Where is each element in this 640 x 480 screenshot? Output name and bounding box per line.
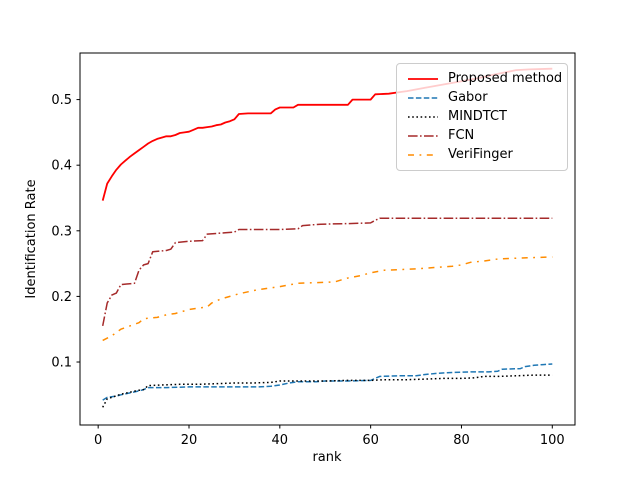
y-tick-label: 0.3: [51, 224, 72, 239]
x-tick-label: 80: [453, 433, 470, 448]
legend-line-sample-verifinger: [408, 153, 438, 156]
y-tick-label: 0.5: [51, 93, 72, 108]
legend: Proposed method Gabor MINDTCT FCN VeriFi…: [396, 63, 568, 171]
series-line-gabor: [102, 363, 553, 401]
y-tick-label: 0.1: [51, 356, 72, 371]
series-line-verifinger: [102, 256, 553, 342]
y-axis-ticks: 0.1 0.2 0.3 0.4 0.5: [51, 93, 80, 371]
legend-line-sample-fcn: [408, 135, 438, 137]
legend-label: Proposed method: [448, 71, 563, 87]
series-line-fcn: [101, 217, 553, 327]
plot-border: [79, 52, 576, 426]
legend-line-sample-gabor: [408, 97, 438, 99]
legend-label: MINDTCT: [448, 108, 507, 124]
legend-item-verifinger: VeriFinger: [406, 146, 559, 164]
legend-label: FCN: [448, 127, 475, 143]
x-axis-ticks: 0 20 40 60 80 100: [94, 425, 565, 448]
legend-item-fcn: FCN: [406, 127, 559, 145]
y-tick-label: 0.4: [51, 159, 72, 174]
legend-line-sample-proposed-method: [408, 78, 438, 81]
legend-label: Gabor: [448, 90, 488, 106]
y-axis-label: Identification Rate: [24, 179, 39, 298]
legend-item-mindtct: MINDTCT: [406, 108, 559, 126]
x-tick-label: 20: [181, 433, 198, 448]
x-tick-label: 60: [362, 433, 379, 448]
y-tick-label: 0.2: [51, 290, 72, 305]
x-tick-label: 40: [272, 433, 289, 448]
legend-line-sample-mindtct: [408, 116, 438, 118]
legend-item-proposed-method: Proposed method: [406, 70, 563, 88]
x-axis-label: rank: [312, 450, 342, 465]
series-line-mindtct: [102, 374, 553, 408]
x-tick-label: 100: [540, 433, 565, 448]
legend-item-gabor: Gabor: [406, 89, 559, 107]
x-tick-label: 0: [94, 433, 102, 448]
legend-label: VeriFinger: [448, 146, 513, 162]
